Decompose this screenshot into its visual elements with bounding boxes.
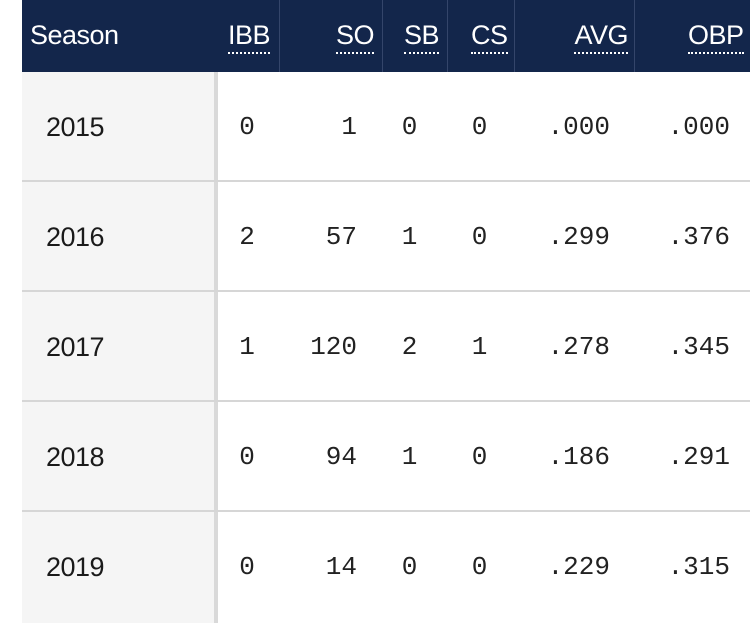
season-cell: 2019 bbox=[46, 552, 105, 582]
season-cell: 2018 bbox=[46, 442, 105, 472]
header-so-label: SO bbox=[335, 20, 375, 54]
header-sb-label: SB bbox=[404, 20, 440, 54]
obp-cell: .376 bbox=[667, 222, 730, 252]
ibb-cell: 1 bbox=[239, 332, 255, 362]
avg-cell: .186 bbox=[547, 442, 610, 472]
header-ibb-label: IBB bbox=[228, 20, 271, 54]
ibb-cell: 2 bbox=[239, 222, 255, 252]
ibb-cell: 0 bbox=[239, 112, 255, 142]
header-separator bbox=[514, 0, 515, 72]
table-row: 2019 0 14 0 0 .229 .315 bbox=[22, 512, 750, 622]
cs-cell: 0 bbox=[471, 552, 488, 582]
obp-cell: .291 bbox=[667, 442, 730, 472]
cs-cell: 0 bbox=[471, 442, 488, 472]
table-row: 2015 0 1 0 0 .000 .000 bbox=[22, 72, 750, 182]
sb-cell: 0 bbox=[401, 552, 418, 582]
so-cell: 120 bbox=[310, 332, 357, 362]
header-avg-label: AVG bbox=[574, 20, 628, 54]
cs-cell: 0 bbox=[471, 222, 488, 252]
obp-cell: .000 bbox=[667, 112, 730, 142]
header-separator bbox=[279, 0, 280, 72]
table-row: 2018 0 94 1 0 .186 .291 bbox=[22, 402, 750, 512]
header-so[interactable]: SO bbox=[322, 0, 375, 72]
header-separator bbox=[382, 0, 383, 72]
header-cs[interactable]: CS bbox=[471, 0, 509, 72]
header-sb[interactable]: SB bbox=[404, 0, 442, 72]
obp-cell: .345 bbox=[667, 332, 730, 362]
ibb-cell: 0 bbox=[239, 442, 255, 472]
season-cell: 2015 bbox=[46, 112, 105, 142]
header-season[interactable]: Season bbox=[30, 0, 119, 72]
sb-cell: 2 bbox=[401, 332, 418, 362]
sb-cell: 1 bbox=[401, 222, 418, 252]
header-cs-label: CS bbox=[471, 20, 508, 54]
so-cell: 1 bbox=[341, 112, 357, 142]
row-divider bbox=[22, 290, 750, 292]
so-cell: 14 bbox=[325, 552, 357, 582]
obp-cell: .315 bbox=[667, 552, 730, 582]
so-cell: 94 bbox=[325, 442, 357, 472]
season-column-bg bbox=[22, 72, 214, 623]
row-divider bbox=[22, 180, 750, 182]
header-ibb[interactable]: IBB bbox=[228, 0, 273, 72]
cs-cell: 0 bbox=[471, 112, 488, 142]
header-obp-label: OBP bbox=[688, 20, 744, 54]
avg-cell: .229 bbox=[547, 552, 610, 582]
so-cell: 57 bbox=[325, 222, 357, 252]
table-row: 2016 2 57 1 0 .299 .376 bbox=[22, 182, 750, 292]
table-row: 2017 1 120 2 1 .278 .345 bbox=[22, 292, 750, 402]
header-season-label: Season bbox=[30, 20, 119, 50]
avg-cell: .000 bbox=[547, 112, 610, 142]
cs-cell: 1 bbox=[471, 332, 488, 362]
sb-cell: 0 bbox=[401, 112, 418, 142]
header-avg[interactable]: AVG bbox=[562, 0, 628, 72]
header-obp[interactable]: OBP bbox=[688, 0, 748, 72]
header-separator bbox=[634, 0, 635, 72]
season-column-border bbox=[214, 72, 218, 623]
sb-cell: 1 bbox=[401, 442, 418, 472]
avg-cell: .278 bbox=[547, 332, 610, 362]
batting-stats-table: Season IBB SO SB CS AVG OBP bbox=[22, 0, 750, 623]
header-separator bbox=[447, 0, 448, 72]
season-cell: 2016 bbox=[46, 222, 105, 252]
season-cell: 2017 bbox=[46, 332, 105, 362]
row-divider bbox=[22, 510, 750, 512]
avg-cell: .299 bbox=[547, 222, 610, 252]
table-header: Season IBB SO SB CS AVG OBP bbox=[22, 0, 750, 72]
left-gutter bbox=[0, 0, 22, 623]
ibb-cell: 0 bbox=[239, 552, 255, 582]
row-divider bbox=[22, 400, 750, 402]
